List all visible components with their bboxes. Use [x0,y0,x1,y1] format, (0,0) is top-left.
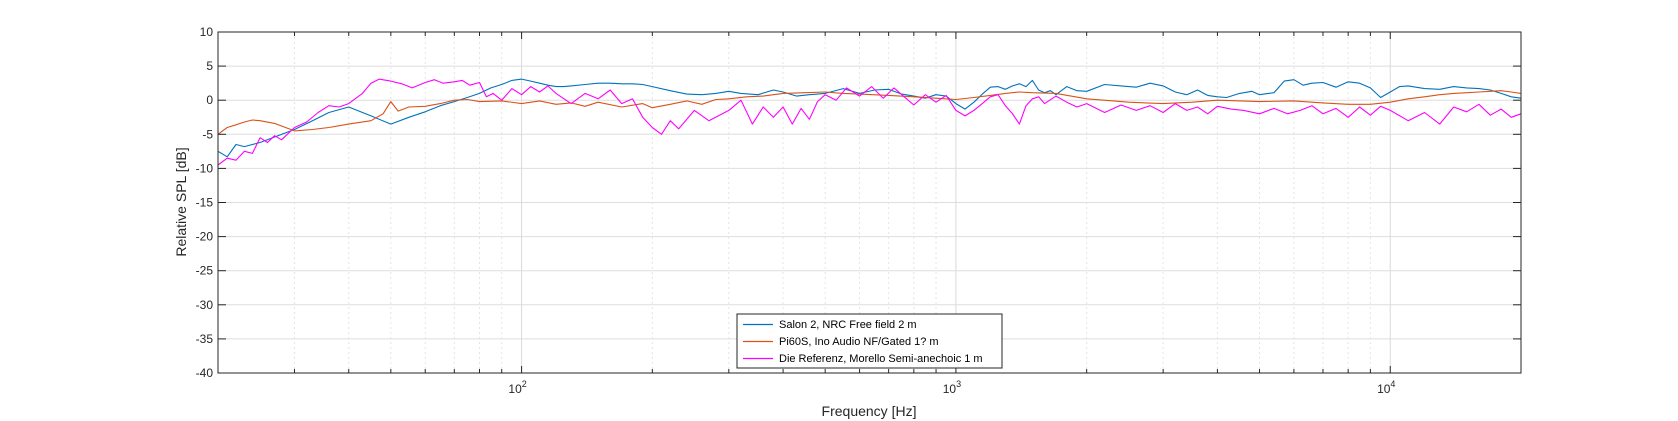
x-tick-label: 102 [508,379,526,396]
x-axis-title: Frequency [Hz] [822,403,917,419]
x-tick-label: 103 [943,379,961,396]
y-tick-label: 5 [206,59,213,73]
legend: Salon 2, NRC Free field 2 m Pi60S, Ino Au… [736,313,1003,369]
y-tick-label: -5 [202,127,213,141]
y-tick-label: -10 [196,161,214,175]
y-tick-label: 10 [200,25,214,39]
series-line-2 [217,90,1522,135]
y-tick-label: -25 [196,264,214,278]
grid [217,32,1522,373]
axis-ticks [217,31,1522,374]
legend-box [736,313,1003,369]
y-tick-label: -20 [196,230,214,244]
x-tick-label: 104 [1377,379,1395,396]
y-tick-labels: 10 5 0 -5 -10 -15 -20 -25 -30 -35 -40 [196,25,214,380]
y-tick-label: 0 [206,93,213,107]
legend-items: Salon 2, NRC Free field 2 m Pi60S, Ino Au… [743,319,983,365]
y-tick-label: -35 [196,332,214,346]
y-tick-label: -30 [196,298,214,312]
legend-label-2: Pi60S, Ino Audio NF/Gated 1? m [779,336,939,348]
legend-label-1: Salon 2, NRC Free field 2 m [779,319,917,331]
series-lines [217,78,1522,166]
x-tick-labels: 102 103 104 [508,379,1395,396]
series-line-3 [217,78,1522,166]
legend-label-3: Die Referenz, Morello Semi-anechoic 1 m [779,353,983,365]
y-tick-label: -15 [196,196,214,210]
y-axis-title: Relative SPL [dB] [173,147,189,256]
y-tick-label: -40 [196,366,214,380]
